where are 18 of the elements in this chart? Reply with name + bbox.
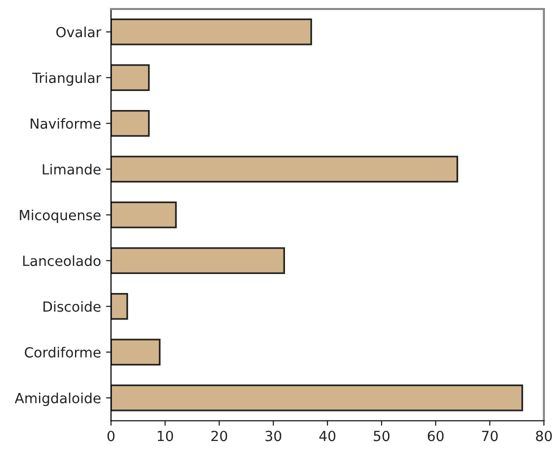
x-tick-label: 0 [107, 430, 114, 442]
y-tick-label: Micoquense [20, 210, 101, 224]
x-tick-label: 60 [428, 430, 444, 442]
x-tick-label: 20 [211, 430, 228, 442]
y-tick-label: Ovalar [56, 26, 102, 38]
x-tick-label: 40 [319, 430, 336, 442]
x-tick-label: 80 [536, 430, 552, 442]
y-tick-label: Cordiforme [24, 346, 101, 358]
x-tick-label: 10 [158, 430, 174, 442]
y-tick-label: Limande [42, 164, 101, 175]
y-tick-label: Naviforme [30, 118, 101, 129]
y-tick-label: Lanceolado [23, 255, 101, 266]
x-tick-label: 50 [374, 430, 390, 442]
x-tick-label: 30 [266, 430, 282, 442]
y-tick-label: Triangular [32, 72, 102, 86]
y-tick-label: Discoide [43, 301, 101, 312]
x-tick-label: 70 [482, 430, 498, 442]
y-tick-label: Amigdaloide [14, 392, 101, 406]
